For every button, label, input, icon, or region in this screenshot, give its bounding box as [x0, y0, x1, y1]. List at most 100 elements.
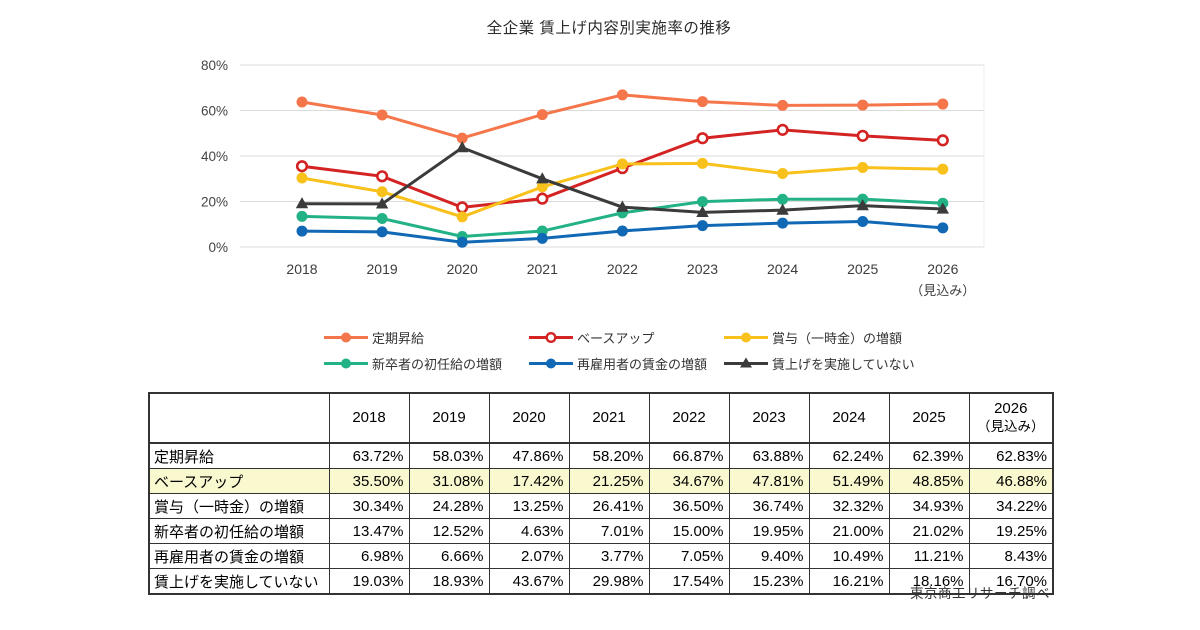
- table-cell: 62.83%: [968, 442, 1054, 469]
- series-marker-rehired-wage-increase: [857, 215, 869, 227]
- y-axis-tick: 20%: [201, 195, 228, 210]
- table-year-header: 2018: [328, 392, 410, 444]
- table-cell: 48.85%: [888, 468, 970, 494]
- table-row: 賞与（一時金）の増額 30.34% 24.28% 13.25% 26.41% 36.50%…: [148, 493, 1054, 519]
- series-marker-base-up: [696, 132, 709, 145]
- series-marker-rehired-wage-increase: [777, 217, 789, 229]
- table-cell: 15.00%: [648, 518, 730, 544]
- table-year-header: 2025: [888, 392, 970, 444]
- series-marker-no-wage-increase: [375, 197, 389, 209]
- series-marker-bonus-increase: [536, 181, 548, 193]
- series-marker-bonus-increase: [616, 158, 628, 170]
- table-cell: 34.93%: [888, 493, 970, 519]
- series-marker-base-up: [295, 160, 309, 173]
- legend-marker-base-up: [529, 331, 573, 344]
- table-cell: 19.95%: [728, 518, 810, 544]
- table-cell: 7.01%: [568, 518, 650, 544]
- y-axis-tick: 40%: [201, 149, 228, 164]
- series-line-regular-pay-raise: [301, 93, 943, 140]
- table-cell: 2.07%: [488, 543, 570, 569]
- table-cell: 32.32%: [808, 493, 890, 519]
- series-marker-no-wage-increase: [936, 202, 949, 214]
- table-cell: 35.50%: [328, 468, 410, 494]
- series-marker-no-wage-increase: [776, 203, 789, 215]
- table-cell: 13.25%: [488, 493, 570, 519]
- table-cell: 12.52%: [408, 518, 490, 544]
- table-cell: 6.66%: [408, 543, 490, 569]
- x-axis-tick: 2021: [527, 261, 558, 277]
- table-cell: 19.03%: [328, 568, 410, 595]
- legend-label: 定期昇給: [372, 331, 425, 346]
- table-cell: 16.70%: [968, 568, 1054, 595]
- series-marker-no-wage-increase: [616, 200, 629, 212]
- legend-item-starting-salary-increase: 新卒者の初任給の増額: [323, 354, 528, 373]
- x-axis-tick: 2023: [687, 261, 718, 277]
- table-cell: 58.03%: [408, 442, 490, 469]
- series-marker-bonus-increase: [777, 167, 789, 179]
- table-year-header: 2019: [408, 392, 490, 444]
- table-cell: 66.87%: [648, 442, 730, 469]
- table-cell: 29.98%: [568, 568, 650, 595]
- table-cell: 9.40%: [728, 543, 810, 569]
- table-row: ベースアップ 35.50% 31.08% 17.42% 21.25% 34.67% 47.8…: [148, 468, 1054, 494]
- table-row: 新卒者の初任給の増額 13.47% 12.52% 4.63% 7.01% 15.00% 19…: [148, 518, 1054, 544]
- series-marker-bonus-increase: [697, 157, 708, 169]
- legend-label: 賞与（一時金）の増額: [772, 331, 903, 346]
- table-cell: 18.93%: [408, 568, 490, 595]
- series-marker-base-up: [936, 134, 949, 147]
- series-marker-regular-pay-raise: [536, 109, 548, 121]
- series-marker-no-wage-increase: [696, 205, 709, 217]
- series-marker-no-wage-increase: [456, 141, 469, 153]
- series-marker-bonus-increase: [456, 211, 468, 223]
- legend-item-bonus-increase: 賞与（一時金）の増額: [723, 328, 1052, 347]
- series-marker-regular-pay-raise: [857, 99, 869, 111]
- table-cell: 63.88%: [728, 442, 810, 469]
- table-row: 賃上げを実施していない 19.03% 18.93% 43.67% 29.98% 17.54…: [148, 568, 1054, 595]
- series-marker-no-wage-increase: [856, 199, 869, 211]
- y-axis-tick: 60%: [201, 104, 228, 119]
- table-year-header: 2023: [728, 392, 810, 444]
- series-marker-regular-pay-raise: [376, 109, 388, 121]
- table-cell: 34.22%: [968, 493, 1054, 519]
- table-year-header: 2022: [648, 392, 730, 444]
- table-cell: 4.63%: [488, 518, 570, 544]
- table-year-header: 2020: [488, 392, 570, 444]
- table-cell: 8.43%: [968, 543, 1054, 569]
- table-cell: 36.50%: [648, 493, 730, 519]
- table-year-header: 2021: [568, 392, 650, 444]
- table-year-header: 2024: [808, 392, 890, 444]
- series-marker-bonus-increase: [296, 172, 308, 184]
- table-cell: 46.88%: [968, 468, 1054, 494]
- x-axis-tick: 2025: [847, 261, 878, 277]
- legend-label: 新卒者の初任給の増額: [372, 357, 503, 372]
- series-marker-rehired-wage-increase: [376, 226, 388, 238]
- row-label: 定期昇給: [148, 442, 330, 469]
- series-marker-regular-pay-raise: [296, 96, 308, 108]
- series-marker-rehired-wage-increase: [536, 232, 548, 244]
- line-chart: 0% 20% 40% 60% 80% 2018 2019 2020 2021 2022 2023 20…: [201, 58, 985, 298]
- series-marker-regular-pay-raise: [937, 98, 949, 110]
- table-cell: 10.49%: [808, 543, 890, 569]
- row-label: 賃上げを実施していない: [148, 568, 330, 595]
- data-table: 2018 2019 2020 2021 2022 2023 2024 2025 2026 （見込み…: [148, 392, 1054, 595]
- legend-marker-starting-salary-increase: [324, 358, 368, 369]
- series-marker-rehired-wage-increase: [616, 225, 628, 237]
- source-credit: 東京商工リサーチ調べ: [910, 586, 1050, 601]
- infographic: 全企業 賃上げ内容別実施率の推移 0% 20% 40% 60% 80% 2018 2019 2…: [148, 8, 1054, 622]
- table-cell: 11.21%: [888, 543, 970, 569]
- x-axis-tick: 2024: [767, 261, 798, 277]
- series-marker-regular-pay-raise: [616, 89, 628, 101]
- row-label: 再雇用者の賃金の増額: [148, 543, 330, 569]
- table-row: 再雇用者の賃金の増額 6.98% 6.66% 2.07% 3.77% 7.05% 9.40%…: [148, 543, 1054, 569]
- table-cell: 24.28%: [408, 493, 490, 519]
- table-cell: 47.86%: [488, 442, 570, 469]
- legend-label: ベースアップ: [577, 331, 655, 346]
- legend-marker-bonus-increase: [724, 332, 768, 343]
- table-cell: 18.16%: [888, 568, 970, 595]
- legend-marker-rehired-wage-increase: [529, 358, 573, 369]
- series-marker-base-up: [856, 129, 869, 142]
- table-cell: 62.24%: [808, 442, 890, 469]
- legend-item-rehired-wage-increase: 再雇用者の賃金の増額: [528, 354, 723, 373]
- x-axis-forecast-note: （見込み）: [910, 283, 975, 298]
- table-cell: 31.08%: [408, 468, 490, 494]
